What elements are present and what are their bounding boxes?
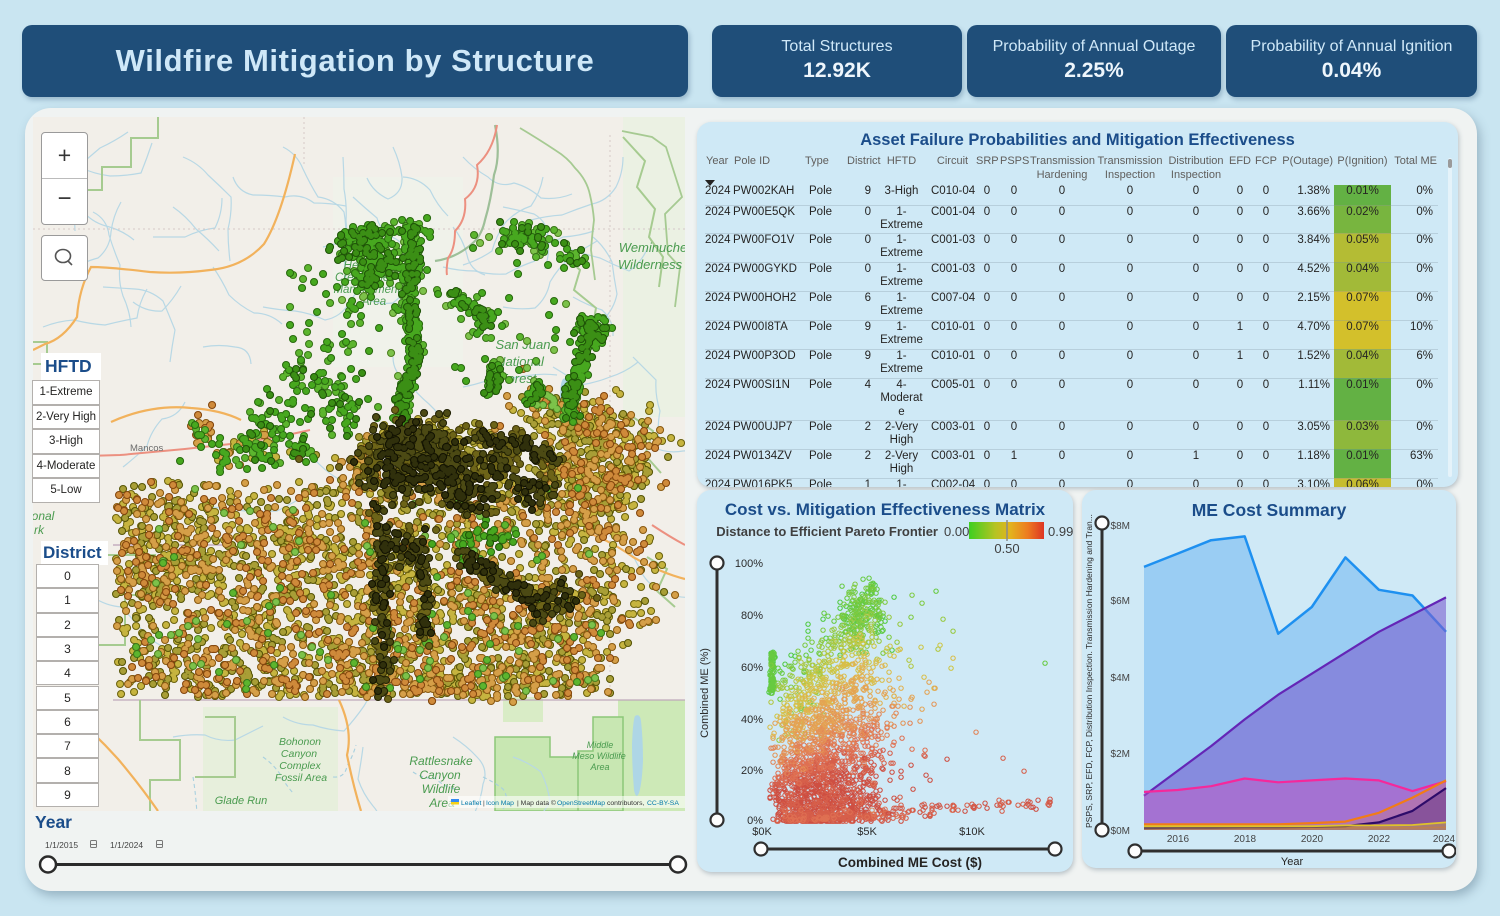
svg-text:OpenStreetMap: OpenStreetMap bbox=[557, 800, 605, 807]
svg-text:$8M: $8M bbox=[1111, 521, 1130, 532]
svg-text:Complex: Complex bbox=[279, 760, 321, 772]
svg-text:ME Cost Summary: ME Cost Summary bbox=[1192, 500, 1347, 520]
svg-text:2016: 2016 bbox=[1167, 834, 1190, 845]
svg-text:Area: Area bbox=[589, 762, 609, 772]
svg-text:0%: 0% bbox=[747, 815, 763, 827]
svg-text:100%: 100% bbox=[735, 558, 763, 570]
svg-text:Icon Map: Icon Map bbox=[486, 800, 514, 807]
svg-text:Leaflet: Leaflet bbox=[461, 800, 482, 807]
svg-text:Bohonon: Bohonon bbox=[279, 736, 321, 748]
svg-text:Combined ME Cost ($): Combined ME Cost ($) bbox=[838, 855, 982, 870]
svg-text:60%: 60% bbox=[741, 662, 763, 674]
svg-text:contributors,: contributors, bbox=[607, 800, 645, 807]
svg-text:0.99: 0.99 bbox=[1048, 524, 1073, 539]
svg-text:80%: 80% bbox=[741, 610, 763, 622]
svg-text:$6M: $6M bbox=[1111, 596, 1130, 607]
svg-text:Wilderness: Wilderness bbox=[618, 257, 683, 272]
svg-text:CC-BY-SA: CC-BY-SA bbox=[647, 800, 679, 807]
svg-text:Middle: Middle bbox=[587, 740, 614, 750]
svg-text:Fossil Area: Fossil Area bbox=[275, 772, 327, 784]
svg-text:Canyon: Canyon bbox=[281, 748, 317, 760]
svg-text:Wildlife: Wildlife bbox=[422, 782, 461, 796]
svg-text:$2M: $2M bbox=[1111, 749, 1130, 760]
svg-text:20%: 20% bbox=[741, 765, 763, 777]
svg-text:2024: 2024 bbox=[1433, 834, 1456, 845]
svg-text:$0M: $0M bbox=[1111, 826, 1130, 837]
svg-text:Year: Year bbox=[1281, 856, 1304, 868]
svg-text:Combined ME (%): Combined ME (%) bbox=[699, 648, 711, 738]
svg-text:2018: 2018 bbox=[1234, 834, 1257, 845]
svg-text:40%: 40% bbox=[741, 714, 763, 726]
svg-text:0.50: 0.50 bbox=[994, 541, 1019, 556]
svg-text:$10K: $10K bbox=[959, 826, 985, 838]
svg-text:Mancos: Mancos bbox=[130, 443, 164, 454]
svg-text:2020: 2020 bbox=[1301, 834, 1324, 845]
svg-text:Distance to Efficient Pareto F: Distance to Efficient Pareto Frontier bbox=[716, 524, 938, 539]
svg-text:Cost vs. Mitigation Effectiven: Cost vs. Mitigation Effectiveness Matrix bbox=[725, 500, 1046, 519]
svg-text:San Juan: San Juan bbox=[496, 337, 551, 352]
svg-text:Rattlesnake: Rattlesnake bbox=[409, 754, 473, 768]
svg-text:rk: rk bbox=[34, 523, 45, 537]
svg-text:$4M: $4M bbox=[1111, 673, 1130, 684]
svg-text:$0K: $0K bbox=[752, 826, 772, 838]
svg-text:Meso Wildlife: Meso Wildlife bbox=[572, 751, 625, 761]
svg-text:Area: Area bbox=[361, 296, 386, 308]
svg-text:| Map data ©: | Map data © bbox=[517, 799, 556, 807]
svg-text:onal: onal bbox=[33, 509, 55, 523]
svg-text:2022: 2022 bbox=[1368, 834, 1391, 845]
svg-text:National: National bbox=[496, 354, 545, 369]
svg-text:|: | bbox=[483, 800, 485, 807]
svg-text:$5K: $5K bbox=[857, 826, 877, 838]
svg-text:Glade Run: Glade Run bbox=[215, 795, 268, 807]
svg-text:PSPS, SRP, EFD, FCP, Distribut: PSPS, SRP, EFD, FCP, Distribution Inspec… bbox=[1084, 514, 1094, 828]
svg-text:Canyon: Canyon bbox=[419, 768, 461, 782]
svg-text:Weminuche: Weminuche bbox=[619, 240, 685, 255]
svg-text:0.00: 0.00 bbox=[944, 524, 969, 539]
